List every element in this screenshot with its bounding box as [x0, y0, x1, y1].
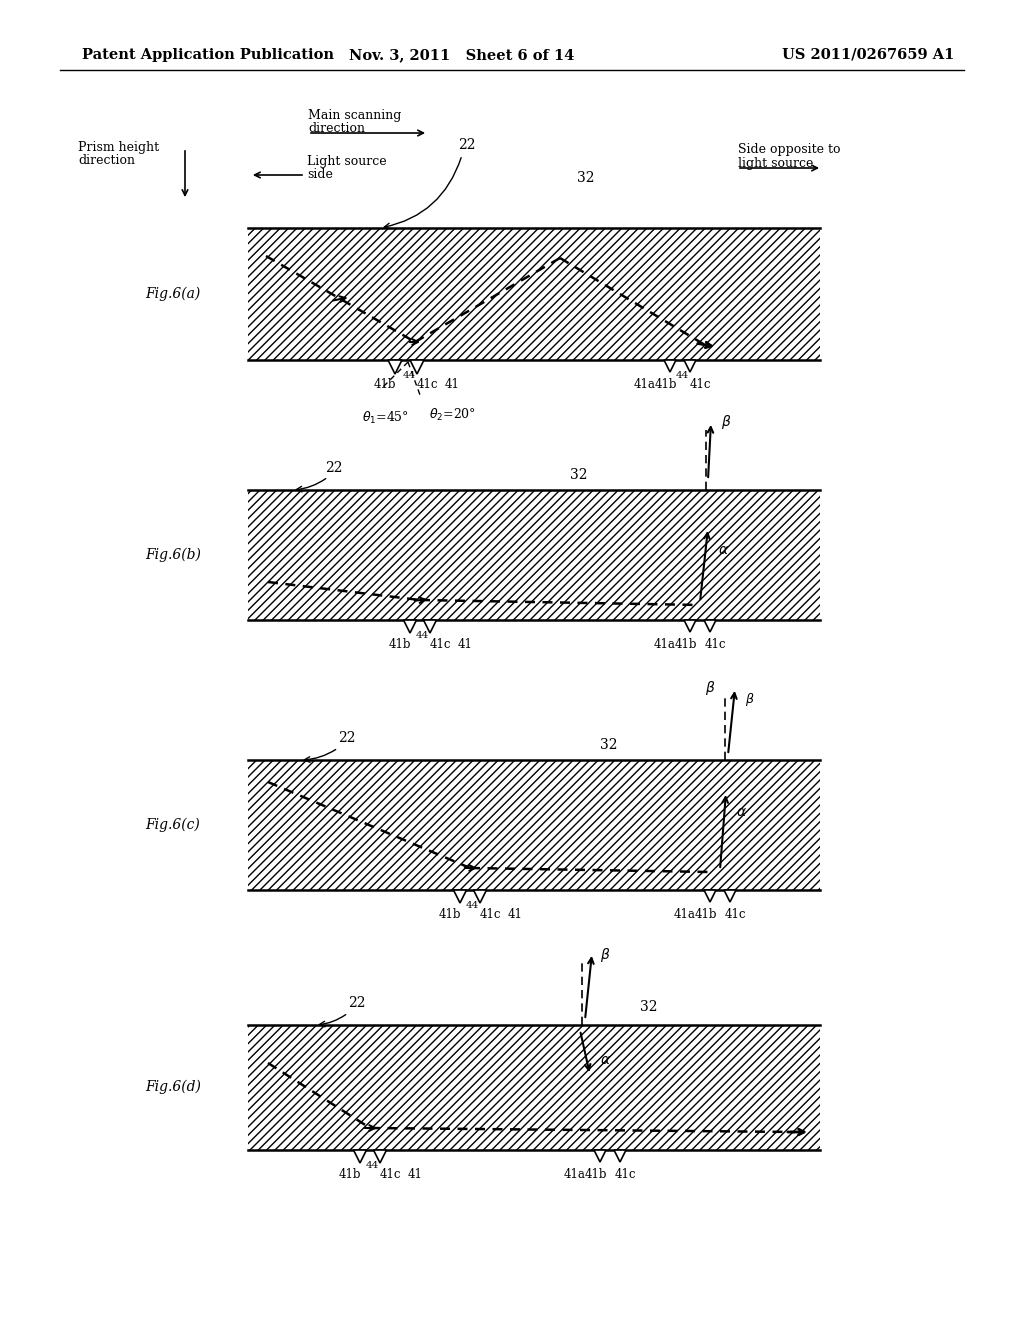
Text: 22: 22	[325, 461, 342, 475]
Text: 41b: 41b	[654, 378, 677, 391]
Text: 41b: 41b	[585, 1167, 607, 1180]
Text: direction: direction	[308, 121, 365, 135]
Polygon shape	[353, 1150, 367, 1163]
Text: 32: 32	[577, 172, 595, 185]
Text: US 2011/0267659 A1: US 2011/0267659 A1	[781, 48, 954, 62]
Text: 44: 44	[465, 902, 478, 911]
Polygon shape	[705, 620, 716, 632]
Text: 41: 41	[444, 378, 460, 391]
Text: 41b: 41b	[374, 378, 396, 391]
Polygon shape	[454, 890, 467, 903]
Text: 41c: 41c	[705, 638, 726, 651]
Text: 44: 44	[366, 1162, 379, 1171]
Polygon shape	[410, 360, 424, 374]
Text: Fig.6(d): Fig.6(d)	[145, 1080, 201, 1094]
Text: 41: 41	[508, 908, 522, 920]
Text: 41b: 41b	[339, 1167, 361, 1180]
Text: 41b: 41b	[675, 638, 697, 651]
Text: 41a: 41a	[564, 1167, 586, 1180]
Polygon shape	[403, 620, 417, 634]
Text: 32: 32	[640, 1001, 657, 1014]
Text: Fig.6(c): Fig.6(c)	[145, 818, 200, 832]
Polygon shape	[724, 890, 736, 902]
Text: direction: direction	[78, 154, 135, 168]
Text: Main scanning: Main scanning	[308, 108, 401, 121]
Text: 22: 22	[338, 731, 355, 744]
Text: Light source: Light source	[307, 156, 387, 169]
Text: 41c: 41c	[724, 908, 745, 920]
Text: 44: 44	[676, 371, 688, 380]
Text: Patent Application Publication: Patent Application Publication	[82, 48, 334, 62]
Text: $\alpha$: $\alpha$	[600, 1053, 611, 1067]
Bar	[248, 228, 820, 360]
Text: side: side	[307, 169, 333, 181]
Text: 41c: 41c	[479, 908, 501, 920]
Polygon shape	[705, 890, 716, 902]
Polygon shape	[388, 360, 402, 374]
Polygon shape	[684, 620, 696, 632]
Bar	[248, 490, 820, 620]
Text: 41: 41	[408, 1167, 423, 1180]
Text: $\theta_1$=45°: $\theta_1$=45°	[362, 411, 409, 426]
Text: 41a: 41a	[674, 908, 696, 920]
Text: $\alpha$: $\alpha$	[718, 543, 729, 557]
Text: Fig.6(a): Fig.6(a)	[145, 286, 201, 301]
Text: 41b: 41b	[389, 638, 412, 651]
Text: 22: 22	[458, 139, 475, 152]
Text: $\beta$: $\beta$	[600, 946, 610, 964]
Text: 44: 44	[416, 631, 429, 640]
Text: 22: 22	[348, 997, 366, 1010]
Text: 41: 41	[458, 638, 472, 651]
Text: 41c: 41c	[614, 1167, 636, 1180]
Text: $\beta$: $\beta$	[745, 692, 755, 709]
Text: $\alpha$: $\alpha$	[736, 805, 746, 818]
Text: 32: 32	[570, 469, 588, 482]
Bar	[248, 1026, 820, 1150]
Text: $\beta$: $\beta$	[721, 413, 731, 432]
Text: 44: 44	[402, 371, 416, 380]
Text: 41c: 41c	[416, 378, 437, 391]
Text: 41a: 41a	[654, 638, 676, 651]
Text: 32: 32	[600, 738, 617, 752]
Text: light source: light source	[738, 157, 813, 169]
Polygon shape	[684, 360, 696, 372]
Text: 41b: 41b	[694, 908, 717, 920]
Polygon shape	[594, 1150, 606, 1162]
Text: 41b: 41b	[438, 908, 461, 920]
Polygon shape	[374, 1150, 386, 1163]
Text: Prism height: Prism height	[78, 141, 159, 154]
Polygon shape	[614, 1150, 626, 1162]
Text: $\theta_2$=20°: $\theta_2$=20°	[429, 407, 476, 422]
Text: $\beta$: $\beta$	[705, 678, 716, 697]
Text: 41c: 41c	[689, 378, 711, 391]
Polygon shape	[664, 360, 676, 372]
Polygon shape	[424, 620, 436, 634]
Text: 41c: 41c	[429, 638, 451, 651]
Text: 41a: 41a	[634, 378, 656, 391]
Bar	[248, 760, 820, 890]
Polygon shape	[473, 890, 486, 903]
Text: Nov. 3, 2011   Sheet 6 of 14: Nov. 3, 2011 Sheet 6 of 14	[349, 48, 574, 62]
Text: Side opposite to: Side opposite to	[738, 144, 841, 157]
Text: 41c: 41c	[379, 1167, 400, 1180]
Text: Fig.6(b): Fig.6(b)	[145, 548, 201, 562]
